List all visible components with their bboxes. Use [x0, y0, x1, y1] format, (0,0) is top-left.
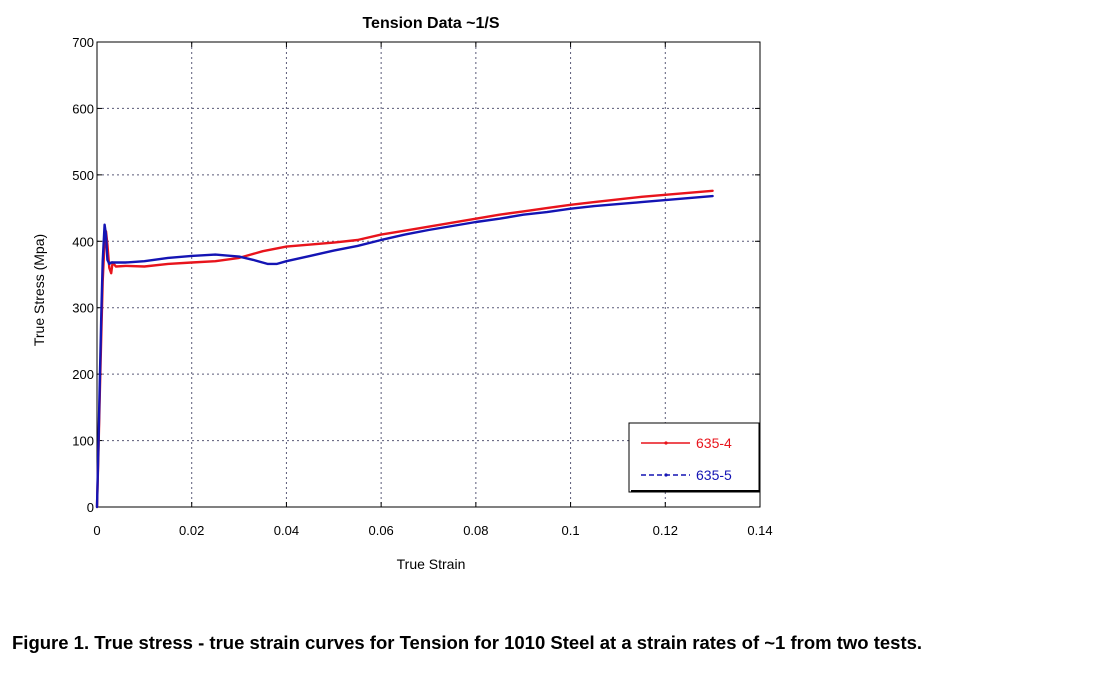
y-tick-label: 200 [72, 367, 94, 382]
y-tick-label: 0 [87, 500, 94, 515]
legend-marker-635-5 [664, 473, 668, 477]
series-line-635-5 [95, 194, 714, 509]
legend-label-635-5: 635-5 [696, 467, 732, 483]
legend-label-635-4: 635-4 [696, 435, 732, 451]
x-tick-label: 0.08 [463, 523, 488, 538]
x-tick-label: 0.12 [653, 523, 678, 538]
figure-caption: Figure 1. True stress - true strain curv… [12, 632, 923, 653]
legend-box [628, 422, 760, 493]
x-tick-label: 0.02 [179, 523, 204, 538]
chart-title: Tension Data ~1/S [362, 15, 499, 32]
series-line-635-4 [95, 189, 714, 509]
x-tick-label: 0.1 [562, 523, 580, 538]
x-tick-label: 0.14 [747, 523, 772, 538]
y-tick-label: 700 [72, 35, 94, 50]
x-tick-label: 0.04 [274, 523, 299, 538]
x-axis-label: True Strain [397, 556, 466, 572]
y-axis-label: True Stress (Mpa) [31, 234, 47, 346]
tension-chart: Tension Data ~1/S 0 0.02 0.04 0.06 0.08 0.1 0.… [31, 15, 773, 572]
y-tick-label: 500 [72, 168, 94, 183]
x-tick-label: 0.06 [368, 523, 393, 538]
grid [97, 42, 760, 507]
y-tick-label: 300 [72, 301, 94, 316]
x-tick-label: 0 [93, 523, 100, 538]
series-lines [95, 189, 714, 509]
plot-frame [96, 41, 761, 508]
y-tick-label: 600 [72, 101, 94, 116]
legend: 635-4 635-5 [628, 422, 760, 493]
y-tick-label: 400 [72, 234, 94, 249]
y-tick-label: 100 [72, 434, 94, 449]
legend-marker-635-4 [664, 441, 668, 445]
axis-ticks: 0 0.02 0.04 0.06 0.08 0.1 0.12 0.14 0 100 200 300 40… [72, 35, 772, 538]
